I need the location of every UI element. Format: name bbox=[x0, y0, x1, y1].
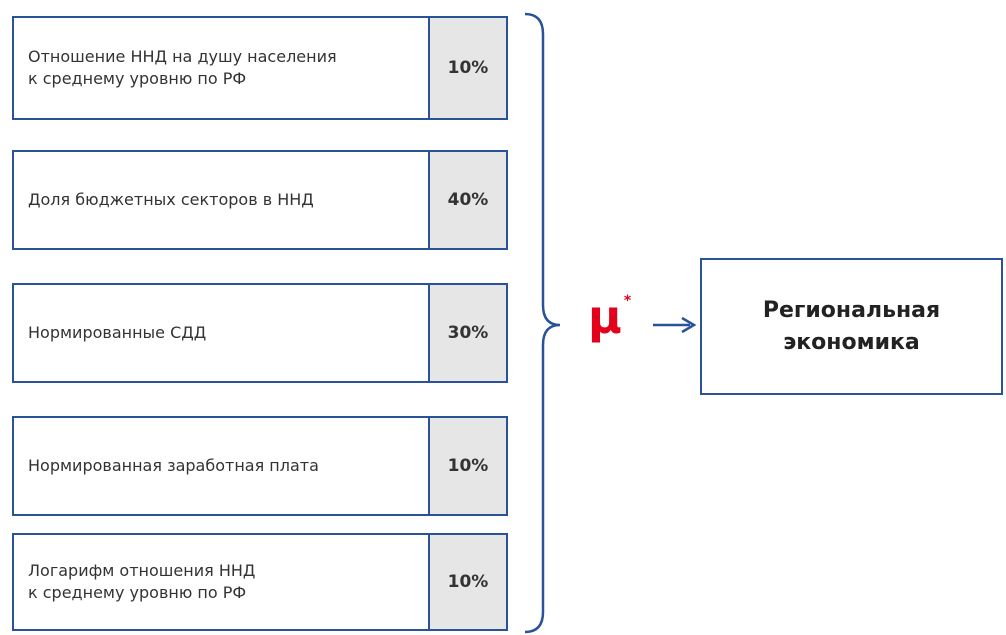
result-line: экономика bbox=[783, 329, 920, 355]
label-line: Доля бюджетных секторов в ННД bbox=[28, 190, 314, 209]
symbol-mark: * bbox=[623, 293, 632, 309]
indicator-box: Доля бюджетных секторов в ННД 40% bbox=[12, 150, 508, 250]
indicator-weight: 10% bbox=[428, 535, 506, 629]
indicator-label: Доля бюджетных секторов в ННД bbox=[14, 152, 428, 248]
result-line: Региональная bbox=[762, 297, 941, 323]
label-line: Нормированные СДД bbox=[28, 323, 207, 342]
label-line: Логарифм отношения ННД bbox=[28, 561, 256, 580]
label-line: Нормированная заработная плата bbox=[28, 456, 319, 475]
indicator-label: Логарифм отношения ННД к среднему уровню … bbox=[14, 535, 428, 629]
indicator-weight: 10% bbox=[428, 418, 506, 514]
indicator-box: Нормированные СДД 30% bbox=[12, 283, 508, 383]
indicator-box: Нормированная заработная плата 10% bbox=[12, 416, 508, 516]
indicator-box: Логарифм отношения ННД к среднему уровню … bbox=[12, 533, 508, 631]
indicator-label: Отношение ННД на душу населения к среднем… bbox=[14, 18, 428, 118]
indicator-label: Нормированная заработная плата bbox=[14, 418, 428, 514]
arrow-head bbox=[681, 316, 697, 334]
indicator-weight: 40% bbox=[428, 152, 506, 248]
indicator-label: Нормированные СДД bbox=[14, 285, 428, 381]
result-box: Региональная экономика bbox=[700, 258, 1003, 395]
indicator-weight: 30% bbox=[428, 285, 506, 381]
symbol-letter: μ bbox=[588, 290, 622, 344]
label-line: Отношение ННД на душу населения bbox=[28, 47, 337, 66]
indicator-box: Отношение ННД на душу населения к среднем… bbox=[12, 16, 508, 120]
label-line: к среднему уровню по РФ bbox=[28, 583, 247, 602]
brace bbox=[524, 12, 561, 634]
symbol: μ * bbox=[588, 290, 631, 344]
indicator-weight: 10% bbox=[428, 18, 506, 118]
label-line: к среднему уровню по РФ bbox=[28, 69, 247, 88]
